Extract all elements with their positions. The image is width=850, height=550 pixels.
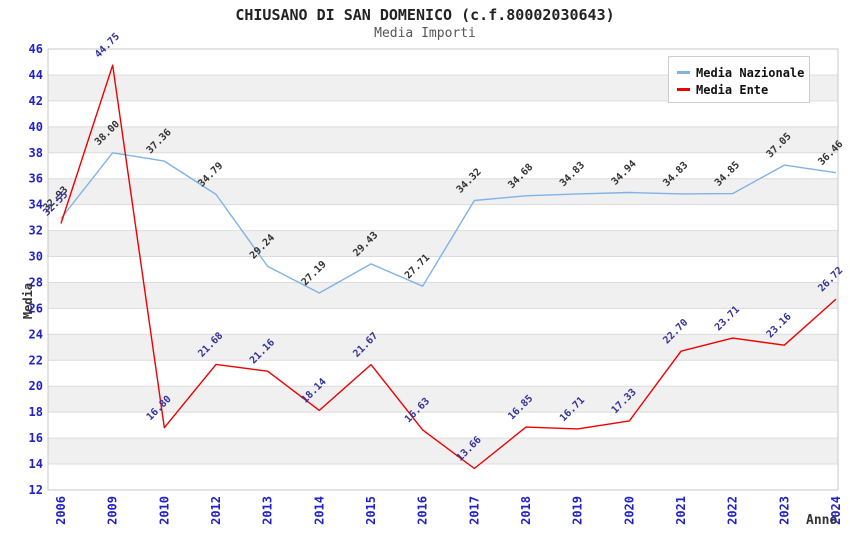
svg-text:18: 18 [29,405,43,419]
svg-text:2015: 2015 [364,496,378,525]
svg-text:2017: 2017 [467,496,481,525]
svg-text:40: 40 [29,120,43,134]
x-axis-title: Anno [806,513,838,528]
x-axis-ticks: 2006 2009 2010 2012 2013 2014 2015 2016 2017 2018… [54,496,843,525]
svg-text:2006: 2006 [54,496,68,525]
svg-text:28: 28 [29,275,43,289]
svg-text:2022: 2022 [726,496,740,525]
legend-item-media-nazionale[interactable]: Media Nazionale [677,64,809,81]
svg-text:26: 26 [29,301,43,315]
plot-border [47,48,839,491]
svg-text:2023: 2023 [777,496,791,525]
svg-text:42: 42 [29,94,43,108]
svg-text:2009: 2009 [106,496,120,525]
legend-box: Media Nazionale Media Ente [668,56,810,103]
svg-text:24: 24 [29,327,43,341]
legend-item-media-ente[interactable]: Media Ente [677,81,809,98]
svg-text:2016: 2016 [416,496,430,525]
svg-text:2021: 2021 [674,496,688,525]
y-axis-title: Media [21,282,35,320]
chart-subtitle: Media Importi [374,26,476,41]
nazionale-line-swatch [677,71,690,74]
svg-text:14: 14 [29,457,43,471]
svg-text:2019: 2019 [571,496,585,525]
svg-text:2013: 2013 [261,496,275,525]
svg-text:2010: 2010 [157,496,171,525]
svg-text:2014: 2014 [312,496,326,525]
legend-label: Media Ente [696,82,769,97]
svg-text:36: 36 [29,172,43,186]
ente-line-swatch [677,88,690,91]
svg-text:2018: 2018 [519,496,533,525]
svg-text:2024: 2024 [829,496,843,525]
y-axis-ticks: 46 44 42 40 38 36 34 32 30 28 26 24 22 20 18 16 14 12 [29,42,43,497]
legend-label: Media Nazionale [696,65,805,80]
chart-title: CHIUSANO DI SAN DOMENICO (c.f.8000203064… [235,6,615,24]
svg-text:2020: 2020 [622,496,636,525]
svg-text:22: 22 [29,353,43,367]
svg-text:44: 44 [29,68,43,82]
svg-text:46: 46 [29,42,43,56]
svg-text:12: 12 [29,483,43,497]
plot-bands [48,49,838,490]
svg-text:34: 34 [29,198,43,212]
svg-text:2012: 2012 [209,496,223,525]
svg-text:38: 38 [29,146,43,160]
svg-text:30: 30 [29,250,43,264]
svg-text:20: 20 [29,379,43,393]
svg-text:32: 32 [29,224,43,238]
svg-text:16: 16 [29,431,43,445]
